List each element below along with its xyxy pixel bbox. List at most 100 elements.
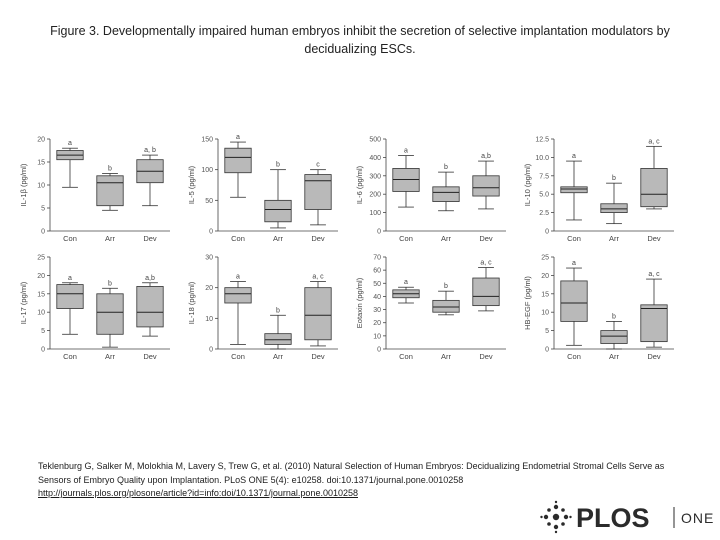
y-tick-label: 20 [205,285,213,292]
category-label: Con [231,352,245,361]
y-tick-label: 50 [205,198,213,205]
y-axis-label: HB-EGF (pg/ml) [523,276,532,330]
citation-link[interactable]: http://journals.plos.org/plosone/article… [38,488,358,498]
y-tick-label: 10 [37,183,45,190]
one-wordmark: ONE [681,510,714,526]
category-label: Con [567,234,581,243]
panel-7: 0 10 20 30 40 50 60 70 Eotaxin (pg/ml) a Con b Arr a,… [355,255,506,361]
category-label: Con [567,352,581,361]
y-tick-label: 25 [541,255,549,262]
y-tick-label: 0 [545,347,549,354]
iqr-box [560,280,588,322]
box-con: a Con [56,140,84,243]
figure-title: Figure 3. Developmentally impaired human… [50,24,670,56]
y-tick-label: 300 [369,173,381,180]
plos-logo[interactable]: PLOS ONE [540,500,715,534]
panel-6: 0 10 20 30 IL-18 (pg/ml) a Con b Arr a, c Dev [187,255,338,361]
category-label: Arr [441,352,452,361]
y-tick-label: 30 [373,307,381,314]
iqr-box [472,175,500,197]
category-label: Dev [647,352,661,361]
y-tick-label: 0 [41,229,45,236]
panel-3: 0 100 200 300 400 500 IL-6 (pg/ml) a Con b Arr a,b D… [355,137,506,243]
y-tick-label: 2.5 [539,210,549,217]
box-con: a Con [56,275,84,361]
y-tick-label: 500 [369,137,381,144]
significance-label: b [444,164,448,171]
y-tick-label: 100 [201,167,213,174]
significance-label: b [612,313,616,320]
category-label: Arr [441,234,452,243]
y-tick-label: 200 [369,192,381,199]
significance-label: a, b [144,147,156,154]
y-tick-label: 0 [377,229,381,236]
category-label: Con [231,234,245,243]
significance-label: b [444,283,448,290]
iqr-box [432,186,460,202]
iqr-box [96,175,124,207]
iqr-box [224,147,252,174]
plos-mark-icon [540,500,572,534]
y-tick-label: 20 [541,273,549,280]
iqr-box [600,330,628,344]
y-tick-label: 100 [369,210,381,217]
y-tick-label: 15 [37,160,45,167]
significance-label: a [236,134,240,141]
box-con: a Con [224,274,252,361]
iqr-box [264,333,292,345]
box-con: a Con [392,148,420,243]
y-tick-label: 5.0 [539,192,549,199]
box-dev: a, c Dev [304,274,332,361]
box-con: a Con [224,134,252,243]
significance-label: a [404,279,408,286]
y-tick-label: 10 [205,316,213,323]
significance-label: a, c [480,260,492,267]
significance-label: a, c [648,271,660,278]
category-label: Con [399,234,413,243]
box-dev: a, b Dev [136,147,164,243]
box-arr: b Arr [432,283,460,361]
y-tick-label: 10 [373,333,381,340]
significance-label: b [108,166,112,173]
y-tick-label: 0 [209,347,213,354]
y-tick-label: 10.0 [535,155,549,162]
box-arr: b Arr [96,166,124,243]
y-tick-label: 12.5 [535,137,549,144]
category-label: Arr [105,352,116,361]
y-tick-label: 20 [373,320,381,327]
y-tick-label: 5 [41,328,45,335]
significance-label: b [612,175,616,182]
significance-label: c [316,162,320,169]
box-dev: a,b Dev [136,275,164,361]
category-label: Arr [273,352,284,361]
iqr-box [560,186,588,194]
y-tick-label: 0 [377,347,381,354]
iqr-box [432,299,460,313]
significance-label: a [404,148,408,155]
significance-label: a [572,260,576,267]
category-label: Arr [609,352,620,361]
plos-wordmark: PLOS [576,503,650,533]
citation: Teklenburg G, Salker M, Molokhia M, Lave… [38,460,688,501]
significance-label: b [276,307,280,314]
significance-label: b [108,280,112,287]
y-tick-label: 7.5 [539,173,549,180]
y-tick-label: 400 [369,155,381,162]
box-con: a Con [392,279,420,361]
category-label: Dev [479,234,493,243]
y-tick-label: 5 [545,328,549,335]
box-arr: b Arr [600,175,628,243]
y-tick-label: 60 [373,268,381,275]
box-dev: c Dev [304,162,332,243]
y-tick-label: 5 [41,206,45,213]
category-label: Dev [143,234,157,243]
iqr-box [600,203,628,213]
y-axis-label: IL-1β (pg/ml) [19,163,28,206]
y-tick-label: 0 [209,229,213,236]
iqr-box [304,287,332,341]
y-tick-label: 150 [201,137,213,144]
box-arr: b Arr [264,162,292,243]
iqr-box [56,284,84,309]
y-axis-label: IL-18 (pg/ml) [187,281,196,324]
y-tick-label: 70 [373,255,381,262]
